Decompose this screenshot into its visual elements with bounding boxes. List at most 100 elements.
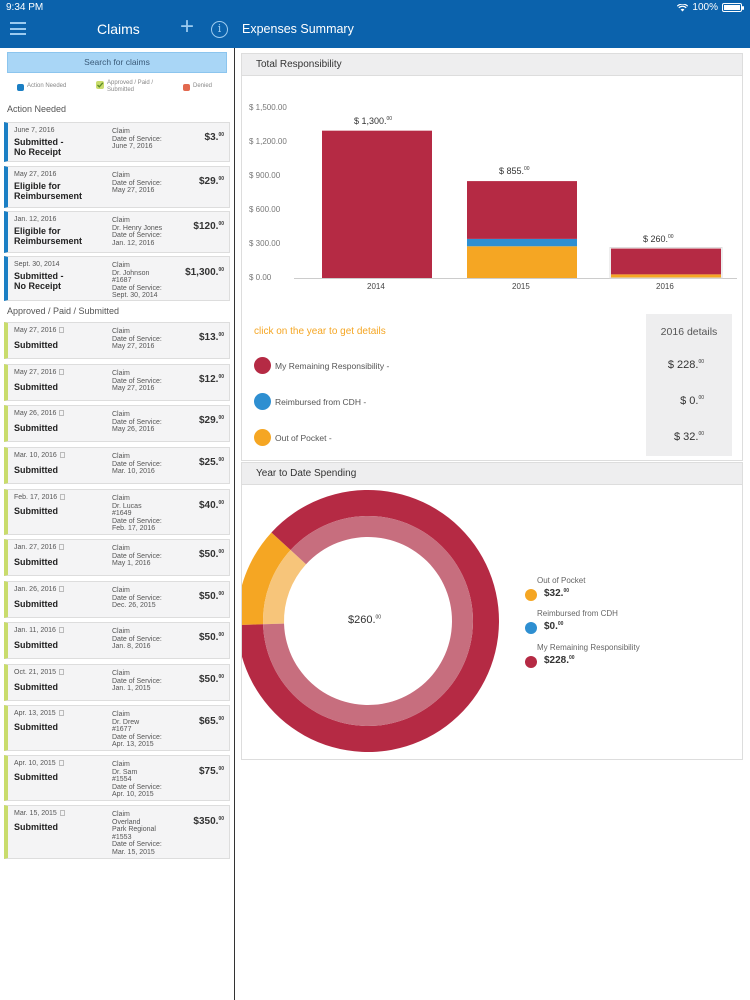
- receipt-icon: [59, 586, 65, 593]
- claim-card[interactable]: Feb. 17, 2016 Submitted Claim Dr. Lucas #1…: [4, 489, 230, 535]
- claim-details: Claim Date of Service: Dec. 26, 2015: [112, 587, 162, 609]
- claim-date: May 27, 2016: [14, 369, 65, 376]
- claim-card[interactable]: May 27, 2016 Submitted Claim Date of Servi…: [4, 364, 230, 401]
- claim-details: Claim Overland Park Regional #1553 Date …: [112, 811, 162, 856]
- approved-check-icon: [96, 81, 104, 89]
- claim-card[interactable]: Mar. 10, 2016 Submitted Claim Date of Serv…: [4, 447, 230, 484]
- bar-segment[interactable]: [322, 130, 432, 278]
- bar-segment[interactable]: [611, 248, 721, 275]
- claim-card[interactable]: Sept. 30, 2014 Submitted - No Receipt Clai…: [4, 256, 230, 301]
- status-time: 9:34 PM: [6, 2, 44, 13]
- claim-status: Submitted - No Receipt: [14, 137, 64, 157]
- claims-title: Claims: [97, 21, 140, 37]
- claim-card[interactable]: Oct. 21, 2015 Submitted Claim Date of Serv…: [4, 664, 230, 701]
- receipt-icon: [59, 810, 65, 817]
- claim-details: Claim Dr. Lucas #1649 Date of Service: F…: [112, 495, 162, 532]
- info-button[interactable]: i: [211, 21, 228, 38]
- total-responsibility-panel: Total Responsibility $ 0.00 $ 300.00 $ 600…: [241, 53, 743, 461]
- claim-card[interactable]: Apr. 10, 2015 Submitted Claim Dr. Sam #155…: [4, 755, 230, 801]
- detail-label: Reimbursed from CDH -: [275, 397, 367, 407]
- denied-swatch: [183, 84, 190, 91]
- add-claim-button[interactable]: +: [180, 13, 195, 40]
- claim-amount-cents: 00: [218, 176, 224, 182]
- donut-legend-dot: [525, 656, 537, 668]
- detail-color-dot: [254, 429, 271, 446]
- donut-legend-value-text: $32.: [544, 588, 564, 599]
- bar-segment[interactable]: [467, 181, 577, 239]
- legend-denied-label: Denied: [193, 83, 213, 89]
- donut-legend-label: Out of Pocket: [537, 576, 586, 585]
- legend-action: Action Needed: [17, 83, 66, 91]
- claim-amount: $50.00: [199, 674, 224, 685]
- claim-amount-cents: 00: [218, 332, 224, 338]
- claim-amount: $12.00: [199, 374, 224, 385]
- menu-icon[interactable]: [10, 22, 26, 35]
- claim-amount-cents: 00: [218, 457, 224, 463]
- detail-label: My Remaining Responsibility -: [275, 361, 390, 371]
- status-right: 100%: [677, 2, 744, 13]
- detail-value-text: $ 228.: [667, 359, 699, 371]
- claim-details: Claim Date of Service: June 7, 2016: [112, 128, 162, 150]
- search-claims-button[interactable]: Search for claims: [7, 52, 227, 73]
- bar-segment[interactable]: [467, 246, 577, 278]
- donut-inner-slice[interactable]: [263, 550, 307, 625]
- donut-svg: [242, 490, 499, 752]
- claim-date: June 7, 2016: [14, 127, 54, 134]
- claim-card[interactable]: Mar. 15, 2015 Submitted Claim Overland Par…: [4, 805, 230, 859]
- legend-approved-label: Approved / Paid / Submitted: [107, 80, 154, 93]
- section-action-needed: Action Needed: [7, 104, 67, 114]
- claim-status: Submitted: [14, 382, 58, 392]
- donut-center-cents: 00: [375, 614, 382, 621]
- claim-card[interactable]: Jan. 11, 2016 Submitted Claim Date of Serv…: [4, 622, 230, 659]
- claim-card[interactable]: Jan. 27, 2016 Submitted Claim Date of Serv…: [4, 539, 230, 576]
- donut-legend-value-text: $0.: [544, 621, 558, 632]
- claim-card[interactable]: May 27, 2016 Submitted Claim Date of Servi…: [4, 322, 230, 359]
- year-label[interactable]: 2014: [367, 282, 385, 291]
- claim-amount-value: $29.: [198, 415, 219, 426]
- claim-status: Submitted: [14, 557, 58, 567]
- year-label[interactable]: 2015: [512, 282, 530, 291]
- claim-date: Oct. 21, 2015: [14, 669, 65, 676]
- year-details-box: 2016 details: [646, 314, 732, 456]
- y-tick-label: $ 1,200.00: [249, 137, 287, 146]
- bar-segment[interactable]: [467, 238, 577, 247]
- claim-date: May 27, 2016: [14, 327, 65, 334]
- claim-card[interactable]: May 26, 2016 Submitted Claim Date of Servi…: [4, 405, 230, 442]
- bar-segment[interactable]: [611, 274, 721, 278]
- claim-card[interactable]: May 27, 2016 Eligible for Reimbursement Cl…: [4, 166, 230, 208]
- claim-amount: $1,300.00: [185, 267, 224, 278]
- claim-amount-value: $40.: [198, 500, 219, 511]
- claim-amount-cents: 00: [218, 549, 224, 555]
- claim-date: Sept. 30, 2014: [14, 261, 60, 268]
- detail-value-cents: 00: [698, 431, 704, 437]
- claim-date-text: June 7, 2016: [14, 127, 55, 134]
- claim-date-text: Apr. 10, 2015: [14, 760, 56, 767]
- claim-status: Submitted: [14, 772, 58, 782]
- claim-date-text: Jan. 12, 2016: [14, 216, 57, 223]
- bar-total-label: $ 1,300.00: [354, 115, 393, 126]
- claim-amount-value: $75.: [198, 766, 219, 777]
- claim-status: Submitted: [14, 465, 58, 475]
- claim-date-text: Jan. 11, 2016: [14, 627, 56, 634]
- claim-amount-cents: 00: [218, 591, 224, 597]
- claim-card[interactable]: Jan. 26, 2016 Submitted Claim Date of Serv…: [4, 581, 230, 618]
- detail-value-cents: 00: [698, 395, 704, 401]
- donut-outer-slice[interactable]: [242, 532, 291, 625]
- claim-amount-value: $120.: [193, 221, 219, 232]
- year-label[interactable]: 2016: [656, 282, 674, 291]
- legend-action-label: Action Needed: [27, 83, 67, 89]
- claim-amount-cents: 00: [218, 500, 224, 506]
- claim-card[interactable]: Apr. 13, 2015 Submitted Claim Dr. Drew #16…: [4, 705, 230, 751]
- claim-amount-value: $65.: [198, 716, 219, 727]
- claim-amount-value: $50.: [198, 549, 219, 560]
- receipt-icon: [59, 369, 65, 376]
- detail-value-text: $ 0.: [680, 395, 699, 407]
- claim-card[interactable]: Jan. 12, 2016 Eligible for Reimbursement C…: [4, 211, 230, 253]
- claim-details: Claim Date of Service: Jan. 8, 2016: [112, 628, 162, 650]
- donut-legend-value: $228.00: [544, 655, 575, 666]
- claim-details: Claim Date of Service: May 26, 2016: [112, 411, 162, 433]
- receipt-icon: [60, 494, 66, 501]
- claim-card[interactable]: June 7, 2016 Submitted - No Receipt Claim …: [4, 122, 230, 162]
- claim-amount-value: $25.: [198, 457, 219, 468]
- claim-date: Feb. 17, 2016: [14, 494, 66, 501]
